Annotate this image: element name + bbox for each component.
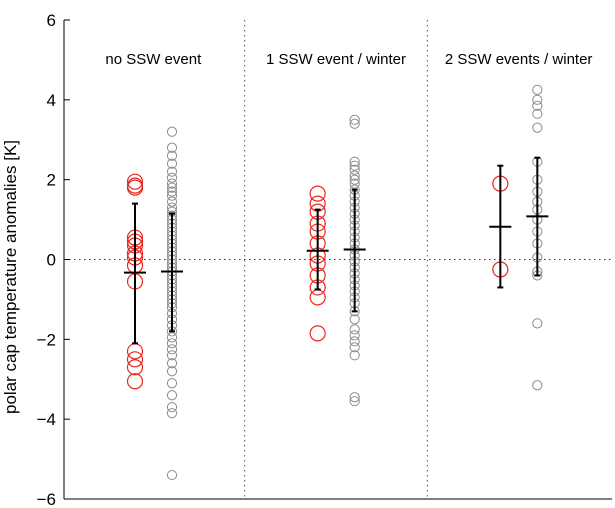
red-data-point (309, 185, 326, 202)
gray-data-point (166, 196, 178, 207)
red-data-point (126, 179, 144, 196)
group-label: 2 SSW events / winter (445, 51, 593, 68)
gray-data-point (166, 358, 178, 369)
gray-data-point (166, 402, 178, 413)
y-axis-title: polar cap temperature anomalies [K] (1, 140, 20, 414)
gray-data-point (532, 122, 543, 133)
gray-data-point (349, 392, 360, 403)
gray-data-point (349, 336, 360, 347)
gray-data-point (349, 350, 360, 361)
gray-data-point (166, 350, 178, 361)
plot-marks: −6 −4 −2 0 2 4 6 no SSW event 1 SSW event / wint… (37, 11, 612, 508)
gray-data-point (166, 158, 178, 169)
gray-data-point (349, 160, 360, 171)
gray-data-point (349, 156, 360, 167)
gray-data-point (349, 174, 360, 185)
gray-data-point (532, 108, 543, 119)
gray-data-point (166, 390, 178, 401)
gray-data-point (166, 338, 178, 349)
y-tick-label: 4 (47, 91, 56, 110)
gray-data-point (166, 366, 178, 377)
red-data-point (126, 173, 144, 190)
y-tick-label: 2 (47, 171, 56, 190)
gray-data-point (166, 142, 178, 153)
gray-data-point (166, 172, 178, 183)
gray-data-point (166, 182, 178, 193)
red-data-point (309, 325, 326, 342)
gray-data-point (532, 94, 543, 105)
y-tick-label: −6 (37, 490, 56, 508)
red-data-point (309, 289, 326, 306)
red-data-point (126, 359, 144, 376)
gray-data-point (166, 126, 178, 137)
gray-data-point (166, 150, 178, 161)
gray-data-point (349, 314, 360, 325)
red-data-point (126, 373, 144, 390)
gray-data-point (166, 469, 178, 481)
gray-data-point (532, 380, 543, 391)
gray-data-point (349, 178, 360, 189)
red-data-point (126, 351, 144, 368)
gray-data-point (349, 396, 360, 407)
gray-data-point (349, 342, 360, 353)
gray-data-point (532, 318, 543, 329)
group-label: 1 SSW event / winter (266, 51, 406, 68)
gray-data-point (166, 202, 178, 213)
gray-data-point (166, 190, 178, 201)
gray-data-point (349, 330, 360, 341)
gray-data-point (349, 118, 360, 129)
gray-data-point (532, 100, 543, 111)
gray-data-point (166, 332, 178, 343)
gray-data-point (349, 170, 360, 181)
gray-data-point (166, 344, 178, 355)
gray-data-point (166, 378, 178, 389)
gray-data-point (166, 166, 178, 177)
gray-data-point (166, 408, 178, 419)
group-label: no SSW event (105, 51, 202, 68)
y-tick-label: −4 (37, 410, 56, 429)
gray-data-point (532, 84, 543, 95)
y-tick-label: 0 (47, 251, 56, 270)
y-tick-label: −2 (37, 330, 56, 349)
y-tick-label: 6 (47, 11, 56, 30)
gray-data-point (166, 178, 178, 189)
gray-data-point (349, 324, 360, 335)
gray-data-point (349, 114, 360, 125)
gray-data-point (349, 164, 360, 175)
gray-data-point (166, 186, 178, 197)
